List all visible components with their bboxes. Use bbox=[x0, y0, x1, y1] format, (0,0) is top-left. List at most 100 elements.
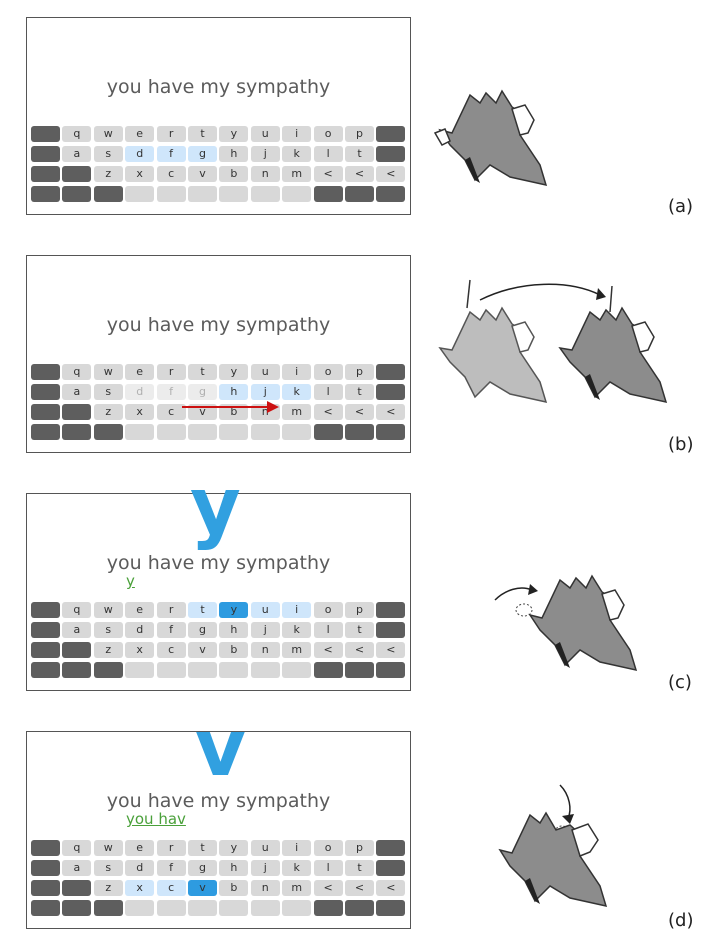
key-blank[interactable] bbox=[156, 424, 186, 440]
key-d[interactable]: d bbox=[125, 622, 155, 638]
key-a[interactable]: a bbox=[62, 146, 92, 162]
key-o[interactable]: o bbox=[313, 840, 343, 856]
key-blank[interactable] bbox=[188, 186, 217, 202]
key-blank[interactable] bbox=[282, 424, 312, 440]
key-t[interactable]: t bbox=[345, 622, 374, 638]
key-v[interactable]: v bbox=[188, 642, 217, 658]
key-blank[interactable] bbox=[376, 860, 406, 876]
key-blank[interactable] bbox=[376, 384, 406, 400]
key-h[interactable]: h bbox=[219, 622, 249, 638]
key-x[interactable]: x bbox=[125, 880, 155, 896]
key-blank[interactable] bbox=[376, 662, 406, 678]
key-b[interactable]: b bbox=[219, 642, 249, 658]
key-blank[interactable] bbox=[345, 662, 374, 678]
key-j[interactable]: j bbox=[250, 622, 280, 638]
key-m[interactable]: m bbox=[282, 880, 312, 896]
key-blank[interactable] bbox=[313, 424, 343, 440]
key-blank[interactable] bbox=[93, 662, 123, 678]
key-q[interactable]: q bbox=[62, 602, 92, 618]
key-j[interactable]: j bbox=[250, 146, 280, 162]
key-m[interactable]: m bbox=[282, 404, 312, 420]
key-w[interactable]: w bbox=[93, 840, 123, 856]
key-i[interactable]: i bbox=[282, 602, 312, 618]
key-n[interactable]: n bbox=[250, 880, 280, 896]
key-blank[interactable] bbox=[282, 186, 312, 202]
key-t[interactable]: t bbox=[345, 384, 374, 400]
key-v[interactable]: v bbox=[188, 166, 217, 182]
key-a[interactable]: a bbox=[62, 622, 92, 638]
key-blank[interactable] bbox=[156, 186, 186, 202]
key-backspace[interactable]: < bbox=[313, 880, 343, 896]
key-i[interactable]: i bbox=[282, 126, 312, 142]
key-blank[interactable] bbox=[156, 900, 186, 916]
key-y[interactable]: y bbox=[219, 126, 249, 142]
key-t[interactable]: t bbox=[345, 860, 374, 876]
key-c[interactable]: c bbox=[156, 880, 186, 896]
key-s[interactable]: s bbox=[93, 622, 123, 638]
key-backspace[interactable]: < bbox=[376, 642, 406, 658]
key-d[interactable]: d bbox=[125, 860, 155, 876]
key-y[interactable]: y bbox=[219, 364, 249, 380]
key-u[interactable]: u bbox=[250, 840, 280, 856]
key-blank[interactable] bbox=[188, 662, 217, 678]
key-backspace[interactable]: < bbox=[313, 404, 343, 420]
key-blank[interactable] bbox=[188, 900, 217, 916]
key-backspace[interactable]: < bbox=[376, 880, 406, 896]
key-v[interactable]: v bbox=[188, 880, 217, 896]
key-blank[interactable] bbox=[282, 662, 312, 678]
key-blank[interactable] bbox=[31, 642, 60, 658]
key-c[interactable]: c bbox=[156, 166, 186, 182]
key-l[interactable]: l bbox=[313, 860, 343, 876]
key-h[interactable]: h bbox=[219, 860, 249, 876]
key-backspace[interactable]: < bbox=[313, 642, 343, 658]
key-a[interactable]: a bbox=[62, 860, 92, 876]
key-blank[interactable] bbox=[62, 424, 92, 440]
key-l[interactable]: l bbox=[313, 146, 343, 162]
key-backspace[interactable]: < bbox=[376, 166, 406, 182]
key-blank[interactable] bbox=[62, 166, 92, 182]
key-blank[interactable] bbox=[345, 900, 374, 916]
key-blank[interactable] bbox=[93, 186, 123, 202]
key-c[interactable]: c bbox=[156, 642, 186, 658]
key-blank[interactable] bbox=[62, 900, 92, 916]
key-u[interactable]: u bbox=[250, 126, 280, 142]
key-n[interactable]: n bbox=[250, 166, 280, 182]
key-e[interactable]: e bbox=[125, 840, 155, 856]
key-blank[interactable] bbox=[31, 662, 60, 678]
key-b[interactable]: b bbox=[219, 880, 249, 896]
key-blank[interactable] bbox=[31, 364, 60, 380]
key-blank[interactable] bbox=[188, 424, 217, 440]
key-blank[interactable] bbox=[376, 126, 406, 142]
key-blank[interactable] bbox=[62, 662, 92, 678]
key-u[interactable]: u bbox=[250, 602, 280, 618]
key-j[interactable]: j bbox=[250, 384, 280, 400]
key-k[interactable]: k bbox=[282, 860, 312, 876]
key-p[interactable]: p bbox=[345, 364, 374, 380]
key-backspace[interactable]: < bbox=[345, 642, 374, 658]
key-o[interactable]: o bbox=[313, 364, 343, 380]
key-n[interactable]: n bbox=[250, 642, 280, 658]
key-b[interactable]: b bbox=[219, 166, 249, 182]
key-backspace[interactable]: < bbox=[345, 166, 374, 182]
key-backspace[interactable]: < bbox=[345, 880, 374, 896]
key-r[interactable]: r bbox=[156, 364, 186, 380]
key-blank[interactable] bbox=[345, 424, 374, 440]
key-s[interactable]: s bbox=[93, 384, 123, 400]
key-i[interactable]: i bbox=[282, 840, 312, 856]
key-blank[interactable] bbox=[250, 662, 280, 678]
key-blank[interactable] bbox=[31, 840, 60, 856]
key-w[interactable]: w bbox=[93, 602, 123, 618]
key-blank[interactable] bbox=[31, 404, 60, 420]
key-q[interactable]: q bbox=[62, 840, 92, 856]
key-blank[interactable] bbox=[125, 662, 155, 678]
key-o[interactable]: o bbox=[313, 602, 343, 618]
key-t[interactable]: t bbox=[188, 126, 217, 142]
key-blank[interactable] bbox=[62, 186, 92, 202]
key-blank[interactable] bbox=[31, 622, 60, 638]
key-blank[interactable] bbox=[31, 860, 60, 876]
key-blank[interactable] bbox=[376, 424, 406, 440]
key-f[interactable]: f bbox=[156, 622, 186, 638]
key-blank[interactable] bbox=[31, 146, 60, 162]
key-m[interactable]: m bbox=[282, 642, 312, 658]
key-z[interactable]: z bbox=[93, 404, 123, 420]
